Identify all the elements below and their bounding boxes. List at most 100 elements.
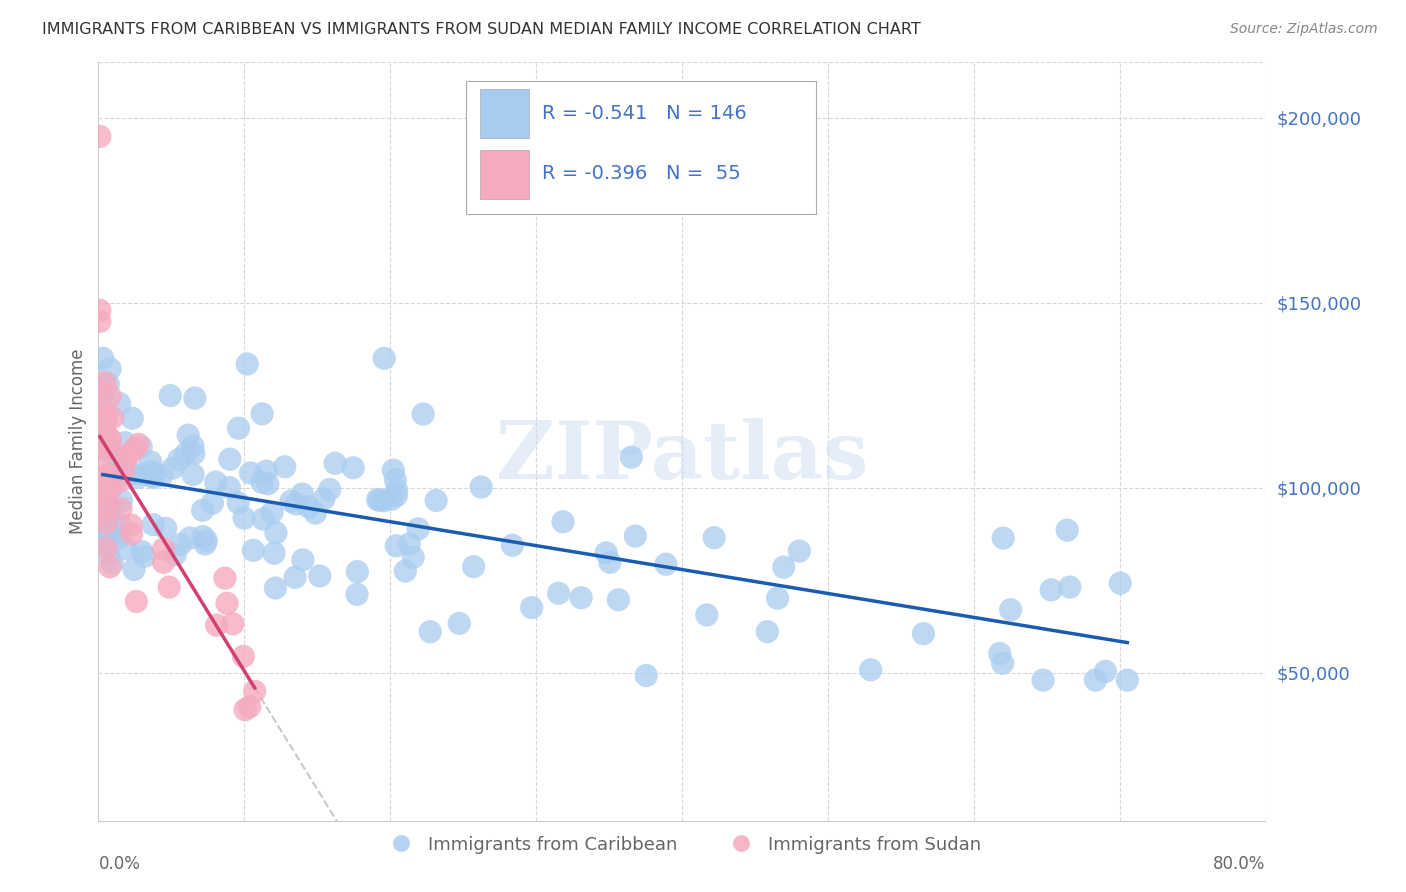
Point — [93, 415, 115, 429]
Point — [141, 464, 163, 478]
Point — [94, 541, 117, 556]
Point — [142, 517, 165, 532]
Point — [346, 565, 368, 579]
Point — [96, 522, 118, 536]
Point — [368, 493, 391, 508]
Point — [184, 391, 207, 405]
Point — [114, 435, 136, 450]
Point — [89, 413, 111, 427]
Point — [127, 470, 149, 484]
Point — [373, 493, 395, 508]
Point — [233, 511, 256, 525]
Point — [177, 428, 200, 442]
Point — [120, 467, 142, 481]
Point — [93, 421, 115, 435]
Point — [97, 430, 120, 444]
Point — [385, 483, 408, 498]
Point — [129, 440, 152, 454]
Point — [239, 699, 262, 714]
Point — [96, 516, 118, 530]
Point — [98, 560, 121, 574]
Point — [152, 555, 174, 569]
Point — [134, 549, 156, 564]
Point — [1059, 580, 1081, 594]
Point — [214, 571, 236, 585]
Point — [215, 596, 238, 610]
Point — [382, 463, 405, 477]
Point — [165, 548, 187, 562]
Point — [1109, 576, 1132, 591]
Point — [96, 409, 118, 423]
Point — [520, 600, 543, 615]
Point — [308, 569, 330, 583]
Point — [131, 544, 153, 558]
Point — [595, 546, 617, 560]
Point — [89, 473, 111, 487]
Point — [97, 377, 120, 392]
Point — [243, 684, 266, 698]
Point — [205, 618, 228, 632]
Point — [218, 452, 240, 467]
Point — [260, 506, 283, 520]
Point — [373, 351, 395, 366]
Point — [89, 129, 111, 144]
Point — [298, 500, 321, 515]
Point — [110, 493, 132, 508]
Point — [607, 592, 630, 607]
Text: R = -0.541   N = 146: R = -0.541 N = 146 — [541, 103, 747, 123]
Point — [98, 362, 121, 376]
Point — [242, 543, 264, 558]
Point — [218, 481, 240, 495]
Point — [98, 505, 121, 519]
Point — [280, 494, 302, 508]
Text: IMMIGRANTS FROM CARIBBEAN VS IMMIGRANTS FROM SUDAN MEDIAN FAMILY INCOME CORRELAT: IMMIGRANTS FROM CARIBBEAN VS IMMIGRANTS … — [42, 22, 921, 37]
Point — [121, 526, 143, 541]
Point — [127, 437, 149, 451]
Point — [91, 388, 114, 402]
Point — [100, 442, 122, 456]
Point — [1094, 665, 1116, 679]
Point — [756, 624, 779, 639]
Point — [1116, 673, 1139, 687]
Point — [108, 524, 131, 539]
Point — [89, 483, 111, 497]
Point — [89, 314, 111, 328]
Point — [142, 470, 165, 484]
Point — [547, 586, 569, 600]
Point — [239, 466, 262, 480]
Point — [181, 467, 204, 482]
Point — [167, 452, 190, 467]
Point — [703, 531, 725, 545]
Point — [232, 649, 254, 664]
Point — [233, 703, 256, 717]
Point — [89, 384, 111, 399]
Text: R = -0.396   N =  55: R = -0.396 N = 55 — [541, 164, 741, 184]
Point — [89, 303, 111, 318]
Point — [385, 539, 408, 553]
Y-axis label: Median Family Income: Median Family Income — [69, 349, 87, 534]
Point — [90, 477, 112, 491]
Point — [141, 467, 163, 481]
Point — [98, 389, 121, 403]
Point — [110, 517, 132, 532]
Point — [100, 432, 122, 446]
Point — [318, 483, 340, 497]
Point — [236, 357, 259, 371]
Point — [463, 559, 485, 574]
Point — [419, 624, 441, 639]
Text: 0.0%: 0.0% — [98, 855, 141, 872]
FancyBboxPatch shape — [479, 150, 529, 199]
Point — [263, 546, 285, 560]
Point — [89, 442, 111, 456]
Point — [91, 471, 114, 485]
FancyBboxPatch shape — [465, 81, 815, 214]
Point — [991, 657, 1014, 671]
Point — [696, 607, 718, 622]
Point — [98, 444, 121, 458]
Point — [1000, 603, 1022, 617]
Point — [89, 452, 111, 467]
Point — [155, 521, 177, 535]
Point — [94, 482, 117, 496]
Point — [381, 492, 404, 507]
Point — [89, 508, 111, 522]
